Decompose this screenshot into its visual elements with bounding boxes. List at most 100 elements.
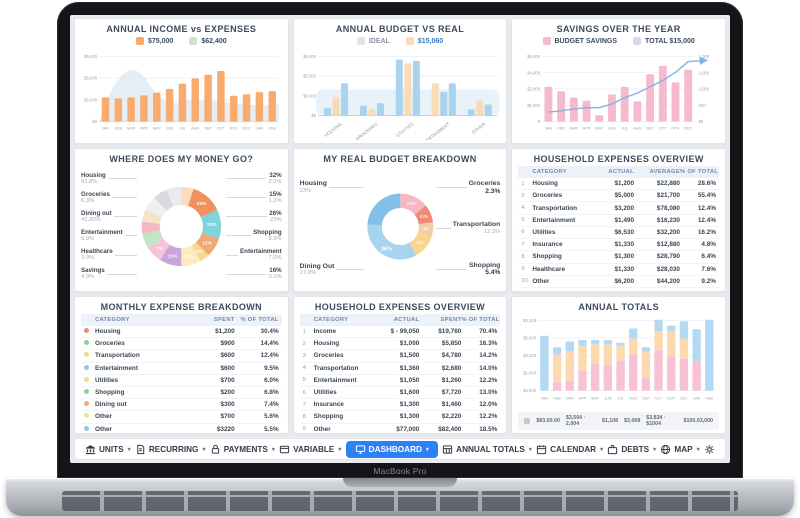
table-row: Groceries $900 14.4% bbox=[81, 338, 282, 351]
donut-callout-value: 3.9% bbox=[81, 255, 95, 262]
svg-text:8%: 8% bbox=[423, 227, 429, 231]
value-cell: $1,200 bbox=[614, 180, 634, 188]
nav-item-dashboard[interactable]: DASHBOARD ▾ bbox=[345, 440, 438, 458]
svg-text:JAN: JAN bbox=[545, 127, 552, 131]
nav-item-annual-totals[interactable]: ANNUAL TOTALS ▾ bbox=[442, 444, 532, 455]
column-header: ACTUAL bbox=[393, 317, 420, 323]
category-cell: Transportation bbox=[532, 204, 578, 212]
svg-text:FEB: FEB bbox=[706, 397, 714, 401]
svg-text:SEP: SEP bbox=[204, 127, 212, 131]
savings-bar-line-chart: $5,000 1,000 $4,000 1,000 $2,000 1,000 $1,000 0… bbox=[528, 54, 711, 131]
svg-text:22%: 22% bbox=[207, 222, 217, 228]
legend-swatch-icon bbox=[405, 37, 414, 45]
nav-item-settings[interactable] bbox=[704, 444, 715, 455]
chart-legend: $75,000 $62,400 bbox=[81, 35, 282, 47]
nav-item-calendar[interactable]: CALENDAR ▾ bbox=[536, 444, 603, 455]
value-cell: 28.6% bbox=[697, 180, 716, 188]
svg-text:36%: 36% bbox=[380, 246, 392, 252]
value-cell: 6.4% bbox=[701, 253, 716, 261]
household-expenses-table: CATEGORY ACTUAL SPENT% OF TOTAL 1 Income $ - … bbox=[299, 314, 501, 433]
svg-text:0: 0 bbox=[538, 119, 541, 124]
callout-line bbox=[225, 197, 267, 199]
category-dot-icon bbox=[84, 328, 89, 334]
svg-text:FEB: FEB bbox=[554, 397, 562, 401]
svg-text:HOUSING: HOUSING bbox=[323, 121, 343, 138]
nav-item-label: RECURRING bbox=[148, 444, 199, 454]
chevron-down-icon: ▾ bbox=[425, 446, 429, 453]
svg-text:FEB: FEB bbox=[115, 127, 123, 131]
nav-item-label: DEBTS bbox=[621, 444, 650, 454]
legend-item: $15,060 bbox=[405, 37, 443, 45]
svg-text:$5,000: $5,000 bbox=[84, 54, 98, 59]
value-cell: $22,880 bbox=[656, 180, 680, 188]
totals-footer-value: $3,008 bbox=[624, 418, 641, 424]
nav-item-units[interactable]: UNITS ▾ bbox=[85, 444, 131, 455]
svg-text:FEB: FEB bbox=[558, 127, 566, 131]
svg-text:JUL: JUL bbox=[179, 127, 186, 131]
donut-callout-value: 5.4% bbox=[485, 269, 501, 277]
donut-callout: Shopping 5.4% bbox=[436, 262, 500, 277]
nav-item-recurring[interactable]: RECURRING ▾ bbox=[135, 444, 205, 455]
value-cell: 14.0% bbox=[479, 364, 498, 372]
svg-text:AUG: AUG bbox=[191, 127, 199, 131]
donut-callout-label: Shopping bbox=[253, 229, 282, 237]
receipt-icon bbox=[137, 444, 145, 454]
card-annual-income-expenses: ANNUAL INCOME vs EXPENSES $75,000 $62,40… bbox=[74, 18, 289, 144]
table-row: 6 Utilities $1,600 $7,720 13.0% bbox=[299, 387, 501, 400]
value-cell: $1,500 bbox=[399, 352, 420, 360]
chevron-down-icon: ▾ bbox=[127, 446, 131, 453]
value-cell: $200 bbox=[220, 389, 235, 397]
donut-callout: Transportation 12.2% bbox=[436, 221, 500, 235]
donut-callout: Savings 4.9% bbox=[81, 267, 137, 281]
nav-item-payments[interactable]: PAYMENTS ▾ bbox=[210, 444, 275, 455]
table-row: Transportation $600 12.4% bbox=[81, 350, 282, 363]
value-cell: $1,000 bbox=[399, 340, 420, 348]
totals-footer-value: $3,504 · 2,004 bbox=[565, 415, 586, 427]
table-row: 7 Insurance $1,300 $1,460 12.0% bbox=[299, 399, 501, 412]
table-row: 10 Other $6,200 $44,200 9.2% bbox=[518, 276, 719, 288]
value-cell: 9.5% bbox=[264, 364, 279, 372]
card-household-expenses-overview-2: HOUSEHOLD EXPENSES OVERVIEW CATEGORY ACTU… bbox=[292, 296, 508, 434]
legend-item: $75,000 bbox=[136, 37, 173, 45]
money-go-donut-chart: 22%22%12%2%12%11%7% bbox=[141, 186, 221, 267]
nav-item-label: ANNUAL TOTALS bbox=[456, 444, 525, 454]
donut-callout-label: 32% bbox=[269, 172, 282, 179]
svg-text:GROCERIES: GROCERIES bbox=[354, 121, 378, 140]
row-index: 4 bbox=[302, 365, 306, 372]
value-cell: 5.5% bbox=[264, 425, 279, 433]
svg-text:OCT: OCT bbox=[217, 127, 226, 131]
donut-callout: Housing 51.8% bbox=[81, 172, 137, 186]
annual-totals-footer: $83.00.00 $3,504 · 2,004 $1,108 $3,008 $3,83… bbox=[518, 412, 719, 430]
svg-text:11%: 11% bbox=[168, 254, 178, 260]
donut-callout-value: 23% bbox=[299, 187, 312, 194]
callout-line bbox=[436, 268, 467, 270]
row-index: 5 bbox=[521, 217, 525, 224]
svg-text:7%: 7% bbox=[156, 246, 164, 252]
category-cell: Transportation bbox=[313, 364, 359, 372]
card-annual-budget-vs-real: ANNUAL BUDGET VS REAL IDEAL $15,060 $5,0… bbox=[292, 18, 508, 144]
callout-line bbox=[225, 254, 239, 256]
category-cell: Income bbox=[313, 328, 337, 336]
totals-footer-value: $1,108 bbox=[601, 418, 619, 424]
value-cell: $1,260 bbox=[441, 376, 462, 384]
nav-item-variable[interactable]: VARIABLE ▾ bbox=[279, 444, 341, 455]
value-cell: $700 bbox=[220, 413, 235, 421]
nav-item-debts[interactable]: DEBTS ▾ bbox=[607, 444, 656, 455]
svg-text:APR: APR bbox=[583, 127, 591, 131]
donut-callout: Dining out 41.20% bbox=[81, 210, 137, 224]
category-dot-icon bbox=[84, 340, 89, 346]
svg-text:12%: 12% bbox=[202, 241, 212, 247]
value-cell: $4,780 bbox=[441, 352, 462, 360]
svg-text:JAN: JAN bbox=[693, 397, 700, 401]
donut-callout-label: 16% bbox=[269, 267, 282, 275]
category-cell: Dining out bbox=[95, 401, 127, 409]
donut-callout-value: 1.2% bbox=[268, 198, 282, 205]
value-cell: 14.4% bbox=[260, 340, 279, 348]
value-cell: 6.0% bbox=[264, 376, 279, 384]
card-household-expenses-overview-1: HOUSEHOLD EXPENSES OVERVIEW CATEGORY ACTU… bbox=[511, 148, 726, 292]
nav-item-map[interactable]: MAP ▾ bbox=[660, 444, 700, 455]
donut-callout-label: Shopping bbox=[468, 261, 501, 269]
svg-text:MAR: MAR bbox=[566, 397, 575, 401]
category-cell: Entertainment bbox=[95, 364, 138, 372]
donut-callout: 16% 0.1% bbox=[225, 267, 282, 281]
